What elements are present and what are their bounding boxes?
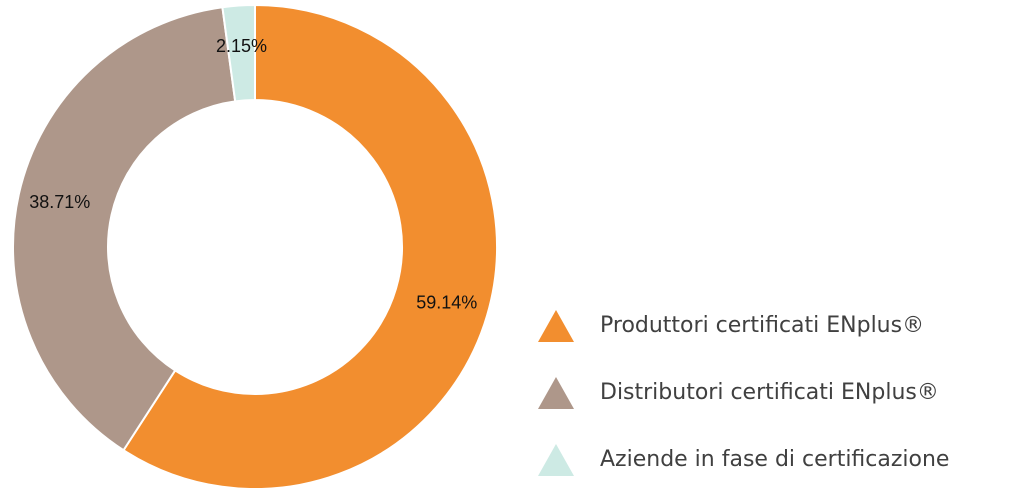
donut-segment xyxy=(221,3,256,103)
legend-marker xyxy=(538,444,574,476)
legend-marker xyxy=(538,377,574,409)
data-label: 38.71% xyxy=(29,192,90,212)
legend-label: Aziende in fase di certificazione xyxy=(600,447,949,472)
donut-segment xyxy=(122,3,498,488)
legend-label: Produttori certificati ENplus® xyxy=(600,313,924,338)
legend-label: Distributori certificati ENplus® xyxy=(600,380,939,405)
data-label: 2.15% xyxy=(216,36,267,56)
donut-segment xyxy=(12,6,237,452)
legend-marker xyxy=(538,310,574,342)
data-label: 59.14% xyxy=(416,292,477,312)
